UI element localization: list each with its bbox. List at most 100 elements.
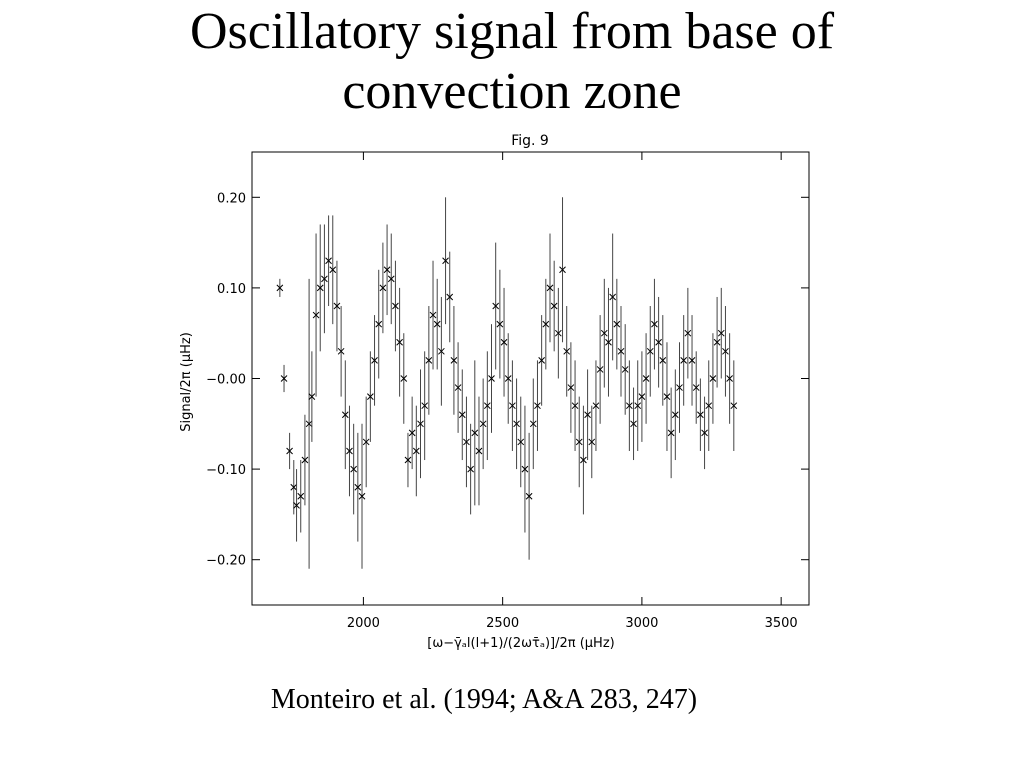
point-marker-stroke (312, 311, 320, 319)
data-point (642, 375, 650, 382)
point-marker-stroke (337, 347, 345, 355)
data-point (651, 320, 658, 328)
data-point (496, 320, 504, 328)
x-tick-label: 2500 (486, 616, 519, 631)
data-point (337, 347, 345, 355)
data-point (701, 429, 708, 437)
point-marker-stroke (371, 357, 378, 364)
point-marker-stroke (529, 420, 537, 428)
point-marker-stroke (571, 402, 579, 410)
point-marker-stroke (408, 429, 416, 437)
data-point (717, 329, 725, 337)
data-point (722, 347, 729, 355)
data-point (509, 402, 516, 410)
point-marker-stroke (680, 357, 688, 364)
data-point (542, 320, 550, 328)
y-tick-label: 0.10 (217, 282, 246, 297)
data-point (442, 257, 449, 265)
data-point (538, 357, 545, 364)
point-marker-stroke (496, 320, 504, 328)
point-marker-stroke (534, 402, 541, 410)
point-marker-stroke (297, 492, 305, 500)
point-marker-stroke (308, 393, 316, 400)
point-marker-stroke (383, 266, 391, 274)
point-marker-stroke (580, 456, 587, 464)
data-point (286, 447, 293, 455)
data-point (646, 347, 654, 355)
point-marker-stroke (676, 384, 683, 391)
point-marker-stroke (525, 492, 533, 500)
data-point (730, 402, 738, 410)
data-point (659, 357, 667, 364)
slide-title: Oscillatory signal from base of convecti… (0, 2, 1024, 122)
data-point (559, 266, 566, 274)
y-tick-label: −0.10 (206, 463, 246, 478)
data-point (367, 393, 374, 400)
data-point (713, 338, 721, 346)
data-point (312, 311, 320, 319)
axis-ticks: 2000 2500 3000 3500 0.20 0.10 −0.00 −0.10 −0.20 (206, 152, 809, 631)
slide-title-line-2: convection zone (342, 63, 682, 120)
point-marker-stroke (396, 338, 403, 346)
data-point (475, 447, 483, 455)
point-marker-stroke (479, 420, 487, 428)
citation: Monteiro et al. (1994; A&A 283, 247) (270, 684, 698, 715)
point-marker-stroke (350, 465, 358, 473)
point-marker-stroke (392, 302, 399, 310)
point-marker-stroke (483, 402, 491, 410)
data-point (446, 293, 454, 301)
data-point (371, 357, 378, 364)
data-point (592, 402, 600, 410)
data-point (333, 302, 341, 310)
data-point (671, 411, 679, 419)
point-marker-stroke (438, 347, 445, 355)
point-marker-stroke (446, 293, 454, 301)
data-point (358, 492, 366, 500)
data-point (383, 266, 391, 274)
data-point (529, 420, 537, 428)
data-point (301, 456, 309, 464)
data-point (567, 384, 575, 391)
data-point (316, 284, 324, 292)
data-point (726, 375, 733, 382)
data-point (550, 302, 558, 310)
data-point (280, 375, 288, 382)
data-point (638, 393, 646, 400)
point-marker-stroke (362, 438, 370, 446)
chart-title: Fig. 9 (511, 133, 549, 149)
point-marker-stroke (305, 420, 313, 428)
data-point (325, 257, 332, 265)
point-marker-stroke (417, 420, 424, 428)
point-marker-stroke (421, 402, 429, 410)
data-point (684, 329, 692, 337)
data-point (471, 429, 479, 437)
data-point (396, 338, 403, 346)
data-point (458, 411, 466, 419)
x-axis-label: [ω−γ̄ₐl(l+1)/(2ωτ̄ₐ)]/2π (μHz) (427, 636, 614, 651)
point-marker-stroke (638, 393, 646, 400)
data-point (479, 420, 487, 428)
data-point (425, 357, 433, 364)
data-point (697, 411, 704, 419)
data-point (546, 284, 554, 292)
point-marker-stroke (504, 375, 512, 382)
data-point (617, 347, 625, 355)
point-marker-stroke (316, 284, 324, 292)
point-marker-stroke (726, 375, 733, 382)
data-point (408, 429, 416, 437)
point-marker-stroke (354, 483, 362, 491)
point-marker-stroke (563, 347, 571, 355)
data-point (290, 483, 298, 491)
point-marker-stroke (634, 402, 642, 410)
data-point (563, 347, 571, 355)
point-marker-stroke (429, 311, 437, 319)
data-point (600, 329, 608, 337)
data-point (429, 311, 437, 319)
data-point (655, 338, 662, 346)
point-marker-stroke (626, 402, 633, 410)
point-marker-stroke (621, 366, 629, 373)
data-point (305, 420, 313, 428)
data-point (709, 375, 717, 382)
data-point (492, 302, 500, 310)
point-marker-stroke (276, 284, 284, 292)
